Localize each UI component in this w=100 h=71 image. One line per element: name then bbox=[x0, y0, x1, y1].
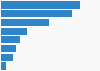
Bar bbox=[1, 36, 20, 43]
Bar bbox=[1, 62, 6, 70]
Bar bbox=[1, 1, 80, 9]
Bar bbox=[1, 10, 72, 17]
Bar bbox=[1, 54, 13, 61]
Bar bbox=[1, 19, 49, 26]
Bar bbox=[1, 28, 27, 35]
Bar bbox=[1, 45, 16, 52]
